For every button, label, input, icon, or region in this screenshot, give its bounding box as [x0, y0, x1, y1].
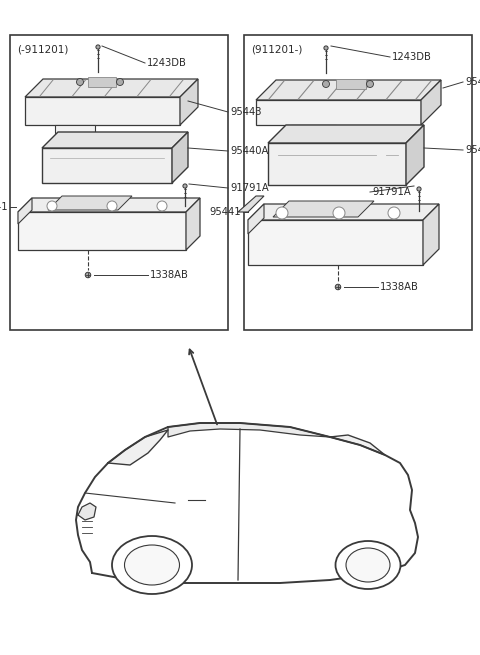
Text: 91791A: 91791A	[372, 187, 411, 197]
Circle shape	[157, 201, 167, 211]
Polygon shape	[268, 125, 424, 143]
Polygon shape	[172, 132, 188, 183]
Text: (-911201): (-911201)	[17, 45, 68, 55]
Polygon shape	[42, 148, 172, 183]
Polygon shape	[48, 196, 132, 210]
Circle shape	[85, 272, 91, 278]
Circle shape	[335, 284, 341, 290]
Bar	[10, 35, 228, 330]
Text: 1338AB: 1338AB	[150, 270, 189, 280]
Polygon shape	[55, 125, 95, 133]
Bar	[336, 79, 366, 89]
Circle shape	[367, 81, 373, 88]
Circle shape	[117, 79, 123, 86]
Polygon shape	[25, 97, 180, 125]
Text: 1338AB: 1338AB	[380, 282, 419, 292]
Circle shape	[96, 45, 100, 49]
Ellipse shape	[112, 536, 192, 594]
Polygon shape	[180, 79, 198, 125]
Circle shape	[323, 81, 329, 88]
Polygon shape	[248, 220, 423, 265]
Polygon shape	[421, 80, 441, 125]
Polygon shape	[273, 201, 374, 217]
Ellipse shape	[124, 545, 180, 585]
Polygon shape	[248, 204, 439, 220]
Polygon shape	[42, 132, 188, 148]
Circle shape	[107, 201, 117, 211]
Text: 95440A: 95440A	[230, 146, 268, 156]
Text: 95443: 95443	[465, 77, 480, 87]
Polygon shape	[330, 435, 385, 455]
Polygon shape	[18, 212, 186, 250]
Polygon shape	[268, 143, 406, 185]
Polygon shape	[406, 125, 424, 185]
Polygon shape	[108, 430, 168, 465]
Bar	[244, 35, 472, 330]
Text: 91791A: 91791A	[230, 183, 269, 193]
Polygon shape	[76, 423, 418, 583]
Polygon shape	[25, 79, 198, 97]
Circle shape	[76, 79, 84, 86]
Text: 95443: 95443	[230, 107, 262, 117]
Bar	[88, 77, 116, 87]
Text: 95441: 95441	[0, 202, 8, 212]
Text: 1243DB: 1243DB	[392, 52, 432, 62]
Circle shape	[333, 207, 345, 219]
Text: (911201-): (911201-)	[251, 45, 302, 55]
Polygon shape	[256, 80, 441, 100]
Polygon shape	[248, 204, 264, 234]
Polygon shape	[78, 503, 96, 520]
Circle shape	[183, 184, 187, 188]
Text: 95440A: 95440A	[465, 145, 480, 155]
Ellipse shape	[336, 541, 400, 589]
Polygon shape	[18, 198, 32, 224]
Polygon shape	[168, 423, 330, 437]
Polygon shape	[18, 198, 200, 212]
Polygon shape	[291, 125, 336, 133]
Polygon shape	[423, 204, 439, 265]
Polygon shape	[256, 100, 421, 125]
Circle shape	[276, 207, 288, 219]
Text: 95441: 95441	[209, 207, 241, 217]
Text: 1243DB: 1243DB	[147, 58, 187, 68]
Circle shape	[388, 207, 400, 219]
Circle shape	[324, 46, 328, 50]
Polygon shape	[238, 196, 264, 212]
Ellipse shape	[346, 548, 390, 582]
Circle shape	[47, 201, 57, 211]
Circle shape	[417, 187, 421, 191]
Polygon shape	[186, 198, 200, 250]
